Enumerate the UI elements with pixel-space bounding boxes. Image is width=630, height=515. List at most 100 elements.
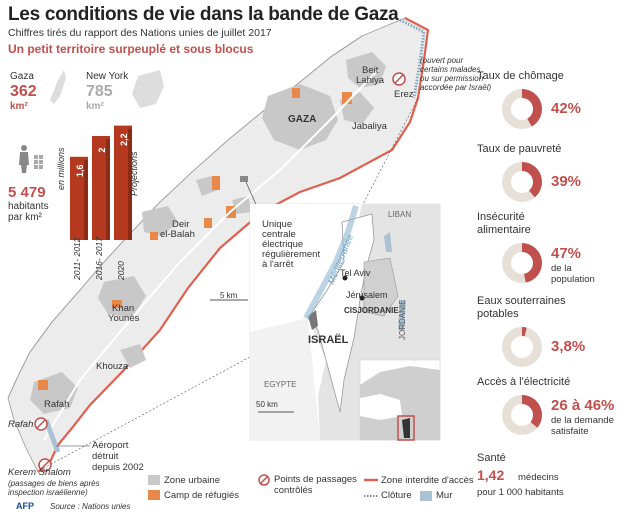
indicator-title: Taux de pauvreté [477,143,562,155]
legend-refugee-label: Camp de réfugiés [164,490,239,501]
airport-runway [43,419,61,453]
gaza-silhouette [50,70,66,104]
inset-label-cisjordanie: CISJORDANIE [344,306,399,315]
inset-scale-label: 50 km [256,400,278,409]
indicator-value: 3,8% [551,338,586,355]
indicator-note: satisfaite [551,426,589,437]
population-unit-label: en millions [56,147,66,190]
indicator-value: 39% [551,173,582,190]
inset-connector-bottom [39,329,301,471]
density-person-icon [19,145,43,173]
legend-urban-swatch [148,475,160,485]
map-note-erez-4: accordée par Israël) [420,83,492,92]
inset-label-egypte: EGYPTE [264,380,297,389]
map-note-erez-2: certains malades [420,65,481,74]
inset-label-jerusalem: Jérusalem [346,290,388,300]
gaza-area-unit: km² [10,101,28,112]
indicator-ring-value [522,327,527,337]
map-label-airport-2: détruit [92,451,119,462]
map-label-kerem: Kerem Shalom [8,467,71,478]
map-label-plant-4: régulièrement [262,249,321,260]
indicator-title: Taux de chômage [477,70,564,82]
population-period-label: 2011- 2012 [72,237,82,280]
map-label-gaza-city: GAZA [288,114,317,125]
health-value: 1,42 [477,467,505,483]
indicator-ring-value [522,243,543,283]
map-label-deir-1: Deir [172,219,190,230]
indicator-title: potables [477,308,519,320]
page-title: Les conditions de vie dans la bande de G… [8,4,399,25]
indicator-ring-value [522,395,542,428]
page-subtitle: Chiffres tirés du rapport des Nations un… [8,27,272,39]
map-note-kerem-1: (passages de biens après [8,479,100,488]
legend-urban-label: Zone urbaine [164,475,220,486]
gaza-area-label: Gaza [10,71,34,82]
health-note: pour 1 000 habitants [477,487,564,498]
refugee-camp-maghazi [204,218,212,228]
map-label-plant-5: à l'arrêt [262,259,294,270]
map-label-plant-2: centrale [262,229,296,240]
indicator-ring-value [522,89,542,127]
population-bar-value: 1,6 [75,165,85,178]
main-road [43,69,379,441]
indicator-donuts [502,89,543,435]
refugee-camp-nuseirat [212,176,220,190]
indicator-title: Insécurité [477,211,525,223]
map-note-erez-3: ou sur permission [420,74,484,83]
fence-hatch [399,18,426,99]
population-bar [70,156,88,240]
legend-crossing-icon [258,474,270,486]
inset-israel-area [307,213,375,413]
population-period-label: 2016- 2017 [94,236,104,280]
ny-area-unit: km² [86,101,104,112]
inset-label-liban: LIBAN [388,210,412,219]
legend-crossings-label-2: contrôlés [274,485,313,496]
gaza-area-value: 362 [10,83,37,100]
footer-source: Source : Nations unies [50,502,131,511]
density-unit-1: habitants [8,201,49,212]
population-bar-shade [128,128,132,240]
map-label-deir-2: el-Balah [160,229,195,240]
indicator-ring-value [522,162,542,198]
map-label-plant-3: électrique [262,239,304,250]
legend-wall-swatch [420,491,432,501]
power-plant-marker [240,176,248,182]
inset-connector-top [303,97,419,319]
crossing-erez [392,72,406,86]
crossing-rafah [34,417,48,431]
afp-logo-bg [14,501,40,512]
map-label-rafah-city: Rafah [44,399,70,410]
indicator-title: alimentaire [477,224,531,236]
refugee-camp-rafah [38,380,48,390]
map-label-jabaliya: Jabaliya [352,121,387,132]
urban-zone-beit-lahiya [346,52,386,88]
ny-area-label: New York [86,71,129,82]
new-york-silhouette [132,70,164,108]
map-note-kerem-2: inspection israélienne) [8,488,88,497]
map-label-airport-1: Aéroport [92,440,129,451]
map-label-khan-1: Khan [112,303,135,314]
urban-zone-khouza [120,344,146,368]
legend-refugee-swatch [148,490,160,500]
afp-logo: AFP [16,501,34,511]
urban-zone-deir [142,206,178,236]
inset-sea [250,204,362,332]
indicator-note: population [551,274,595,285]
legend-fence-label: Clôture [381,490,412,501]
inset-cisjordanie [363,257,399,317]
population-bar-value: 2,2 [119,133,129,146]
health-title: Santé [477,452,506,464]
locator-israel-shape [402,418,410,438]
population-bar-shade [106,139,110,240]
indicator-value: 26 à 46% [551,397,615,414]
crossing-kerem-shalom [38,458,52,472]
refugee-camp-beach [292,88,300,98]
health-unit: médecins [518,472,559,483]
indicator-value: 47% [551,245,582,262]
inset-label-jordanie: JORDANIE [398,299,407,340]
inset-dot-telaviv [342,275,348,281]
locator-highlight [397,415,415,441]
population-bar-shade [84,159,88,240]
density-value: 5 479 [8,184,46,201]
